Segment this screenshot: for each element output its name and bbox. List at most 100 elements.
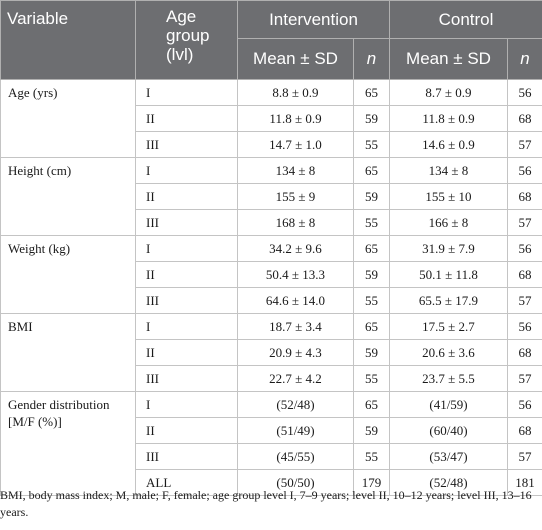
table-row: II (51/49) 59 (60/40) 68 <box>1 417 542 444</box>
control-mean-cell: 155 ± 10 <box>389 183 508 210</box>
age-level-cell: I <box>135 157 238 184</box>
intervention-mean-cell: 20.9 ± 4.3 <box>237 339 354 366</box>
intervention-mean-cell: 64.6 ± 14.0 <box>237 287 354 314</box>
control-n-cell: 57 <box>507 287 542 314</box>
control-n-cell: 68 <box>507 261 542 288</box>
control-n-cell: 57 <box>507 131 542 158</box>
intervention-mean-cell: 18.7 ± 3.4 <box>237 313 354 340</box>
intervention-mean-cell: 11.8 ± 0.9 <box>237 105 354 132</box>
table-header: Variable Age group (lvl) Intervention Co… <box>0 0 542 80</box>
age-level-cell: I <box>135 313 238 340</box>
control-n-cell: 56 <box>507 79 542 106</box>
control-mean-cell: (52/48) <box>389 469 508 496</box>
intervention-n-cell: 65 <box>353 235 390 262</box>
age-level-cell: ALL <box>135 469 238 496</box>
age-level-cell: III <box>135 287 238 314</box>
control-n-cell: 68 <box>507 105 542 132</box>
table-row: III 64.6 ± 14.0 55 65.5 ± 17.9 57 <box>1 287 542 314</box>
age-level-cell: I <box>135 391 238 418</box>
header-age-group: Age group (lvl) <box>135 0 238 80</box>
age-level-cell: II <box>135 183 238 210</box>
intervention-mean-cell: (45/55) <box>237 443 354 470</box>
header-intervention-mean-sd: Mean ± SD <box>237 38 354 80</box>
control-mean-cell: 166 ± 8 <box>389 209 508 236</box>
age-level-cell: I <box>135 79 238 106</box>
control-mean-cell: (60/40) <box>389 417 508 444</box>
intervention-n-cell: 59 <box>353 261 390 288</box>
table-row: III (45/55) 55 (53/47) 57 <box>1 443 542 470</box>
control-mean-cell: 65.5 ± 17.9 <box>389 287 508 314</box>
age-level-cell: III <box>135 443 238 470</box>
control-n-cell: 57 <box>507 365 542 392</box>
intervention-mean-cell: 168 ± 8 <box>237 209 354 236</box>
variable-cell: BMI <box>0 313 136 392</box>
intervention-mean-cell: (50/50) <box>237 469 354 496</box>
header-control: Control <box>389 0 542 39</box>
control-n-cell: 68 <box>507 183 542 210</box>
intervention-mean-cell: 14.7 ± 1.0 <box>237 131 354 158</box>
variable-cell: Height (cm) <box>0 157 136 236</box>
control-mean-cell: 20.6 ± 3.6 <box>389 339 508 366</box>
header-intervention: Intervention <box>237 0 390 39</box>
intervention-mean-cell: (52/48) <box>237 391 354 418</box>
intervention-n-cell: 55 <box>353 209 390 236</box>
header-control-mean-sd: Mean ± SD <box>389 38 508 80</box>
age-level-cell: II <box>135 417 238 444</box>
control-mean-cell: 14.6 ± 0.9 <box>389 131 508 158</box>
table-footnote: BMI, body mass index; M, male; F, female… <box>0 488 532 519</box>
intervention-n-cell: 65 <box>353 391 390 418</box>
table-row: BMI I 18.7 ± 3.4 65 17.5 ± 2.7 56 <box>0 313 542 392</box>
control-n-cell: 57 <box>507 209 542 236</box>
control-n-cell: 68 <box>507 417 542 444</box>
age-level-cell: III <box>135 209 238 236</box>
table-row: II 20.9 ± 4.3 59 20.6 ± 3.6 68 <box>1 339 542 366</box>
intervention-n-cell: 59 <box>353 183 390 210</box>
intervention-mean-cell: 50.4 ± 13.3 <box>237 261 354 288</box>
intervention-n-cell: 179 <box>353 469 390 496</box>
intervention-n-cell: 59 <box>353 417 390 444</box>
intervention-n-cell: 65 <box>353 157 390 184</box>
table-row: Gender distribution [M/F (%)] I (52/48) 65(… <box>0 391 542 496</box>
control-mean-cell: (53/47) <box>389 443 508 470</box>
control-n-cell: 181 <box>507 469 542 496</box>
intervention-mean-cell: 8.8 ± 0.9 <box>237 79 354 106</box>
intervention-mean-cell: 155 ± 9 <box>237 183 354 210</box>
control-mean-cell: (41/59) <box>389 391 508 418</box>
control-mean-cell: 17.5 ± 2.7 <box>389 313 508 340</box>
table-row: Height (cm) I 134 ± 8 65 134 ± 8 56 <box>0 157 542 236</box>
intervention-n-cell: 65 <box>353 79 390 106</box>
control-mean-cell: 134 ± 8 <box>389 157 508 184</box>
table-row: III 168 ± 8 55 166 ± 8 57 <box>1 209 542 236</box>
intervention-n-cell: 65 <box>353 313 390 340</box>
intervention-mean-cell: 134 ± 8 <box>237 157 354 184</box>
table-row: Weight (kg) I 34.2 ± 9.6 65 31.9 ± 7.9 56 <box>0 235 542 314</box>
age-level-cell: II <box>135 105 238 132</box>
header-control-n: n <box>507 38 542 80</box>
table-body: Age (yrs) I 8.8 ± 0.9 65 8.7 ± 0.9 56 II 11.8 ±… <box>0 79 542 496</box>
control-n-cell: 56 <box>507 391 542 418</box>
age-level-cell: III <box>135 131 238 158</box>
table-row: ALL (50/50) 179 (52/48) 181 <box>1 469 542 496</box>
control-n-cell: 56 <box>507 235 542 262</box>
intervention-n-cell: 55 <box>353 131 390 158</box>
intervention-mean-cell: (51/49) <box>237 417 354 444</box>
variable-cell: Weight (kg) <box>0 235 136 314</box>
age-level-cell: II <box>135 339 238 366</box>
intervention-n-cell: 55 <box>353 365 390 392</box>
age-level-cell: II <box>135 261 238 288</box>
header-variable: Variable <box>0 0 136 80</box>
table-row: II 155 ± 9 59 155 ± 10 68 <box>1 183 542 210</box>
variable-cell: Age (yrs) <box>0 79 136 158</box>
intervention-mean-cell: 34.2 ± 9.6 <box>237 235 354 262</box>
intervention-n-cell: 55 <box>353 287 390 314</box>
age-level-cell: III <box>135 365 238 392</box>
variable-cell: Gender distribution [M/F (%)] <box>0 391 136 496</box>
table-row: Age (yrs) I 8.8 ± 0.9 65 8.7 ± 0.9 56 <box>0 79 542 158</box>
intervention-n-cell: 59 <box>353 339 390 366</box>
age-level-cell: I <box>135 235 238 262</box>
header-intervention-n: n <box>353 38 390 80</box>
control-mean-cell: 11.8 ± 0.9 <box>389 105 508 132</box>
table-row: III 14.7 ± 1.0 55 14.6 ± 0.9 57 <box>1 131 542 158</box>
intervention-n-cell: 59 <box>353 105 390 132</box>
control-n-cell: 68 <box>507 339 542 366</box>
